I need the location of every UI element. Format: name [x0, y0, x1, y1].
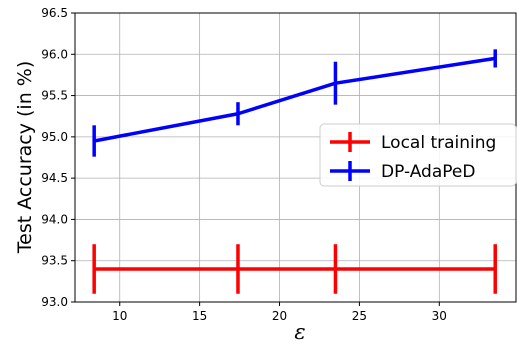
y-tick-label-3: 94.5 — [41, 171, 68, 185]
series-local-training — [92, 244, 497, 294]
y-tick-label-7: 96.5 — [41, 6, 68, 20]
series-dp-adaped — [92, 49, 497, 157]
x-tick-label-2: 20 — [272, 309, 287, 323]
legend-label-local-training: Local training — [381, 133, 496, 153]
legend-entry-dp-adaped — [330, 161, 370, 181]
legend: Local training DP-AdaPeD — [319, 123, 517, 187]
x-axis-label: ε — [294, 320, 305, 344]
series-layer — [92, 49, 497, 294]
legend-entry-local-training — [330, 132, 370, 152]
y-tick-label-6: 96.0 — [41, 47, 68, 61]
x-tick-labels: 10 15 20 25 30 — [112, 309, 447, 323]
y-tick-label-4: 95.0 — [41, 130, 68, 144]
legend-label-dp-adaped: DP-AdaPeD — [381, 162, 475, 182]
y-tick-label-0: 93.0 — [41, 295, 68, 309]
y-axis-label: Test Accuracy (in %) — [14, 61, 36, 254]
y-tick-label-5: 95.5 — [41, 89, 68, 103]
y-tick-label-2: 94.0 — [41, 212, 68, 226]
series-line-dp-adaped — [93, 56, 496, 143]
x-tick-label-3: 25 — [352, 309, 367, 323]
x-tick-label-1: 15 — [192, 309, 207, 323]
x-tick-label-0: 10 — [112, 309, 127, 323]
y-tick-label-1: 93.5 — [41, 254, 68, 268]
x-tick-label-4: 30 — [432, 309, 447, 323]
y-tick-labels: 93.0 93.5 94.0 94.5 95.0 95.5 96.0 96.5 — [41, 6, 68, 309]
